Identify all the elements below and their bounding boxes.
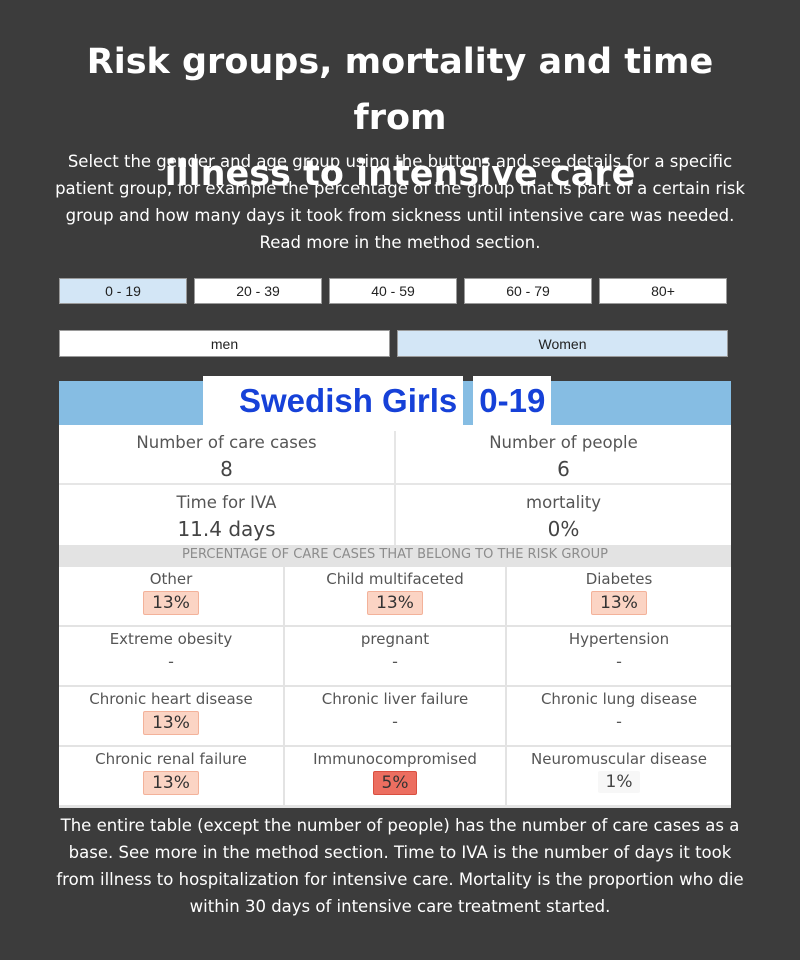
risk-group-label: Chronic renal failure xyxy=(95,750,247,768)
age-button-80-plus[interactable]: 80+ xyxy=(599,278,727,304)
page-title: Risk groups, mortality and time from ill… xyxy=(40,34,760,202)
risk-group-cell: Chronic lung disease - xyxy=(507,687,731,745)
risk-group-value: 13% xyxy=(591,591,647,615)
risk-group-value: - xyxy=(168,652,174,671)
age-button-0-19[interactable]: 0 - 19 xyxy=(59,278,187,304)
age-button-40-59[interactable]: 40 - 59 xyxy=(329,278,457,304)
title-line-1: Risk groups, mortality and time from xyxy=(86,42,714,138)
stat-time-iva-value: 11.4 days xyxy=(177,517,276,541)
risk-group-cell: Immunocompromised 5% xyxy=(285,747,505,805)
risk-group-label: Diabetes xyxy=(585,570,653,588)
risk-group-label: Other xyxy=(149,570,193,588)
card-headline: Swedish Girls 0-19 xyxy=(203,376,552,426)
stat-mortality-label: mortality xyxy=(526,493,601,512)
risk-section-title: PERCENTAGE OF CARE CASES THAT BELONG TO … xyxy=(59,545,731,565)
risk-group-value: - xyxy=(392,712,398,731)
stats-vertical-divider xyxy=(394,431,396,545)
stat-care-cases: Number of care cases 8 xyxy=(59,425,394,483)
risk-group-cell: Chronic renal failure 13% xyxy=(59,747,283,805)
risk-group-value: 13% xyxy=(143,591,199,615)
risk-group-value: 13% xyxy=(143,771,199,795)
risk-group-cell: Hypertension - xyxy=(507,627,731,685)
risk-group-label: Extreme obesity xyxy=(109,630,233,648)
title-line-2: illness to intensive care xyxy=(164,154,636,194)
stat-people: Number of people 6 xyxy=(396,425,731,483)
stat-people-label: Number of people xyxy=(489,433,638,452)
stat-care-cases-value: 8 xyxy=(220,457,233,481)
result-card: Swedish Girls 0-19 Number of care cases … xyxy=(59,376,731,808)
intro-text: Select the gender and age group using th… xyxy=(55,152,745,252)
risk-group-label: Neuromuscular disease xyxy=(531,750,707,768)
stat-time-iva-label: Time for IVA xyxy=(176,493,277,512)
risk-group-label: Chronic lung disease xyxy=(540,690,698,708)
stat-people-value: 6 xyxy=(557,457,570,481)
risk-group-label: pregnant xyxy=(360,630,430,648)
risk-group-cell: Extreme obesity - xyxy=(59,627,283,685)
risk-group-cell: Neuromuscular disease 1% xyxy=(507,747,731,805)
risk-group-cell: Chronic heart disease 13% xyxy=(59,687,283,745)
stat-mortality: mortality 0% xyxy=(396,485,731,545)
headline-age: 0-19 xyxy=(473,376,552,426)
risk-group-cell: Child multifaceted 13% xyxy=(285,567,505,625)
stat-mortality-value: 0% xyxy=(547,517,580,541)
risk-group-value: 13% xyxy=(367,591,423,615)
gender-button-women[interactable]: Women xyxy=(397,330,728,357)
stat-time-iva: Time for IVA 11.4 days xyxy=(59,485,394,545)
risk-group-cell: pregnant - xyxy=(285,627,505,685)
risk-group-value: 5% xyxy=(372,771,418,795)
risk-group-label: Immunocompromised xyxy=(313,750,477,768)
risk-group-value: - xyxy=(392,652,398,671)
risk-group-label: Child multifaceted xyxy=(326,570,464,588)
stat-care-cases-label: Number of care cases xyxy=(136,433,317,452)
age-button-60-79[interactable]: 60 - 79 xyxy=(464,278,592,304)
risk-group-value: 1% xyxy=(597,771,641,793)
risk-group-cell: Other 13% xyxy=(59,567,283,625)
risk-group-label: Chronic heart disease xyxy=(89,690,253,708)
footer-note: The entire table (except the number of p… xyxy=(56,816,744,916)
risk-group-value: 13% xyxy=(143,711,199,735)
headline-group: Swedish Girls xyxy=(203,376,464,426)
risk-group-value: - xyxy=(616,712,622,731)
risk-group-label: Hypertension xyxy=(568,630,670,648)
risk-group-label: Chronic liver failure xyxy=(321,690,469,708)
risk-group-cell: Diabetes 13% xyxy=(507,567,731,625)
risk-group-value: - xyxy=(616,652,622,671)
age-button-20-39[interactable]: 20 - 39 xyxy=(194,278,322,304)
gender-button-men[interactable]: men xyxy=(59,330,390,357)
risk-group-cell: Chronic liver failure - xyxy=(285,687,505,745)
